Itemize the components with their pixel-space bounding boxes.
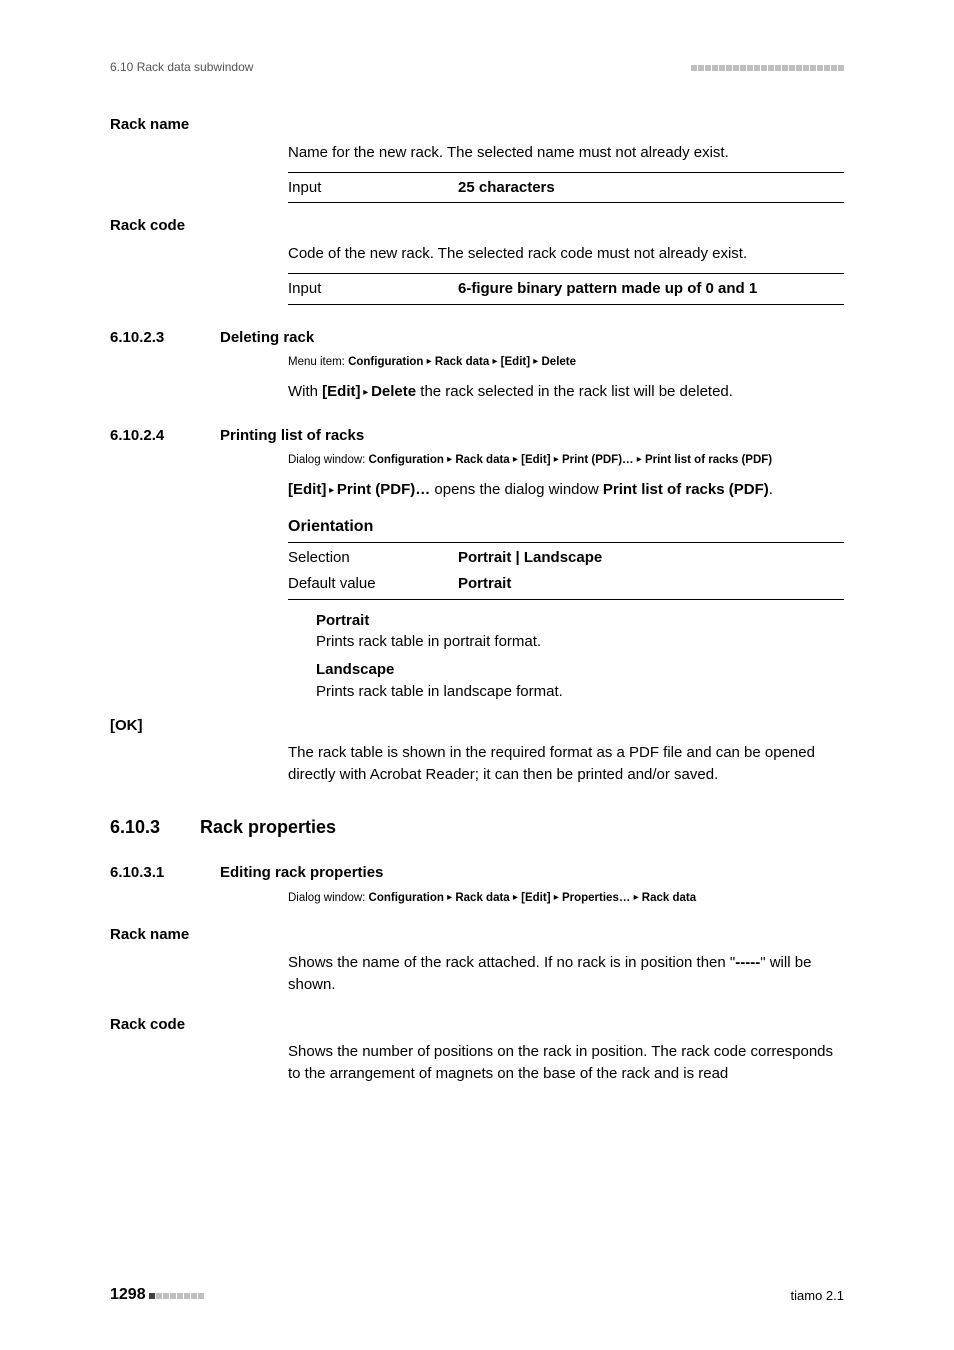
section-num: 6.10.3 bbox=[110, 814, 200, 840]
param-rack-name-input-row: Input 25 characters bbox=[288, 172, 844, 204]
menu-path-part: Rack data bbox=[455, 454, 509, 466]
menu-path-part: Print (PDF)… bbox=[562, 454, 634, 466]
section-deleting-rack: 6.10.2.3 Deleting rack bbox=[110, 327, 844, 349]
ok-label: [OK] bbox=[110, 715, 844, 737]
menu-path-part: [Edit] bbox=[521, 454, 550, 466]
orientation-default-row: Default value Portrait bbox=[288, 573, 844, 600]
running-head: 6.10 Rack data subwindow bbox=[110, 60, 844, 74]
menu-path-part: [Edit] bbox=[521, 892, 550, 904]
menu-path-part: [Edit] bbox=[501, 356, 530, 368]
page-content: Rack name Name for the new rack. The sel… bbox=[110, 114, 844, 1085]
footer-left: 1298 bbox=[110, 1286, 205, 1304]
param-rack-code-label: Rack code bbox=[110, 215, 844, 237]
page-number: 1298 bbox=[110, 1286, 146, 1303]
section-title: Rack properties bbox=[200, 814, 336, 840]
menu-path-part: Configuration bbox=[369, 454, 444, 466]
landscape-title: Landscape bbox=[316, 659, 844, 681]
selection-label: Selection bbox=[288, 547, 458, 569]
props-rack-code-body: Shows the number of positions on the rac… bbox=[288, 1041, 844, 1085]
ok-body: The rack table is shown in the required … bbox=[288, 742, 844, 786]
section-num: 6.10.2.3 bbox=[110, 327, 220, 349]
props-rack-name-label: Rack name bbox=[110, 924, 844, 946]
param-rack-name-desc: Name for the new rack. The selected name… bbox=[288, 142, 844, 164]
menu-path-part: Rack data bbox=[455, 892, 509, 904]
input-value: 6-figure binary pattern made up of 0 and… bbox=[458, 278, 844, 300]
input-label: Input bbox=[288, 177, 458, 199]
props-rack-name-body: Shows the name of the rack attached. If … bbox=[288, 952, 844, 996]
menu-path-part: Delete bbox=[542, 356, 577, 368]
menu-path-part: Rack data bbox=[642, 892, 696, 904]
menu-path-part: Properties… bbox=[562, 892, 630, 904]
section-num: 6.10.2.4 bbox=[110, 425, 220, 447]
menu-path-part: Rack data bbox=[435, 356, 489, 368]
menu-path-prefix: Dialog window: bbox=[288, 892, 369, 904]
header-ornament bbox=[690, 60, 844, 74]
menu-path-delete: Menu item: Configuration ▸ Rack data ▸ [… bbox=[288, 354, 844, 371]
param-rack-code-desc: Code of the new rack. The selected rack … bbox=[288, 243, 844, 265]
section-editing-rack-properties: 6.10.3.1 Editing rack properties bbox=[110, 862, 844, 884]
menu-path-edit-props: Dialog window: Configuration ▸ Rack data… bbox=[288, 890, 844, 907]
delete-body: With [Edit] ▸ Delete the rack selected i… bbox=[288, 381, 844, 403]
portrait-body: Prints rack table in portrait format. bbox=[316, 631, 844, 653]
portrait-title: Portrait bbox=[316, 610, 844, 632]
footer-product: tiamo 2.1 bbox=[791, 1288, 844, 1303]
section-print-racks: 6.10.2.4 Printing list of racks bbox=[110, 425, 844, 447]
menu-path-prefix: Menu item: bbox=[288, 356, 348, 368]
section-num: 6.10.3.1 bbox=[110, 862, 220, 884]
input-value: 25 characters bbox=[458, 177, 844, 199]
running-head-left: 6.10 Rack data subwindow bbox=[110, 60, 253, 74]
page-footer: 1298 tiamo 2.1 bbox=[110, 1286, 844, 1304]
menu-path-prefix: Dialog window: bbox=[288, 454, 369, 466]
section-title: Deleting rack bbox=[220, 327, 314, 349]
props-rack-code-label: Rack code bbox=[110, 1014, 844, 1036]
footer-ornament bbox=[149, 1287, 205, 1302]
orientation-selection-row: Selection Portrait | Landscape bbox=[288, 542, 844, 569]
menu-path-part: Configuration bbox=[348, 356, 423, 368]
input-label: Input bbox=[288, 278, 458, 300]
menu-path-part: Print list of racks (PDF) bbox=[645, 454, 772, 466]
menu-path-print: Dialog window: Configuration ▸ Rack data… bbox=[288, 452, 844, 469]
orientation-title: Orientation bbox=[288, 515, 844, 538]
print-body: [Edit] ▸ Print (PDF)… opens the dialog w… bbox=[288, 479, 844, 501]
landscape-body: Prints rack table in landscape format. bbox=[316, 681, 844, 703]
section-title: Printing list of racks bbox=[220, 425, 364, 447]
param-rack-code-input-row: Input 6-figure binary pattern made up of… bbox=[288, 273, 844, 305]
menu-path-part: Configuration bbox=[369, 892, 444, 904]
section-rack-properties: 6.10.3 Rack properties bbox=[110, 814, 844, 840]
default-value: Portrait bbox=[458, 573, 844, 595]
selection-value: Portrait | Landscape bbox=[458, 547, 844, 569]
default-label: Default value bbox=[288, 573, 458, 595]
param-rack-name-label: Rack name bbox=[110, 114, 844, 136]
section-title: Editing rack properties bbox=[220, 862, 383, 884]
